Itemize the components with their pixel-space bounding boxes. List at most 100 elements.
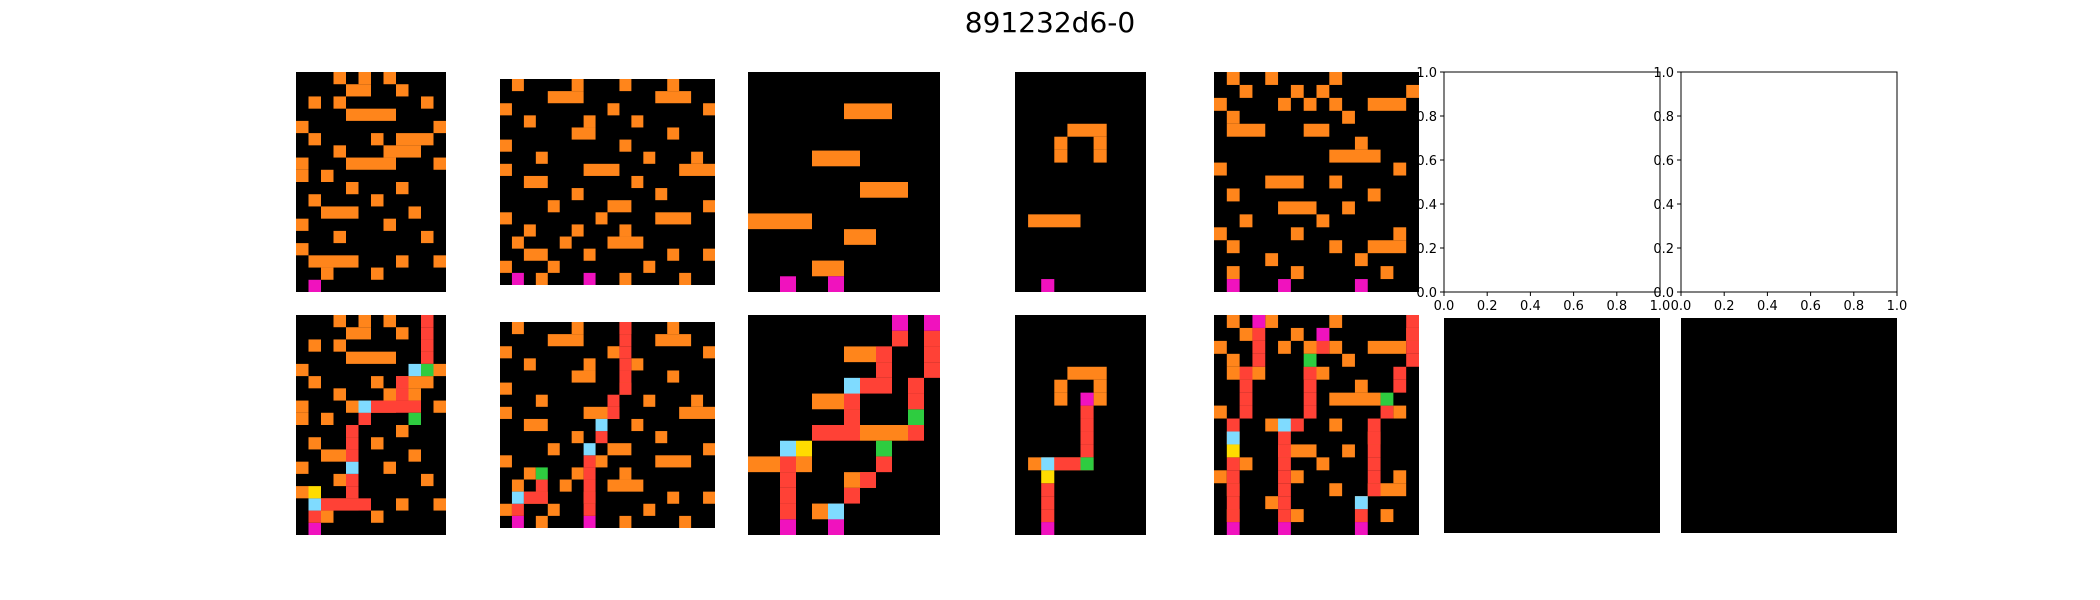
- red-cell: [1080, 444, 1094, 458]
- orange-cell: [1214, 470, 1227, 484]
- input-grid-3: [748, 72, 940, 292]
- orange-cell: [308, 255, 359, 268]
- orange-cell: [547, 91, 584, 104]
- yellow-cell: [1226, 444, 1240, 458]
- orange-cell: [1316, 214, 1330, 228]
- red-cell: [908, 377, 924, 394]
- magenta-cell: [1354, 522, 1368, 535]
- yellow-cell: [796, 440, 812, 457]
- orange-cell: [1342, 201, 1355, 215]
- orange-cell: [1226, 353, 1240, 367]
- orange-cell: [655, 91, 692, 104]
- orange-cell: [643, 260, 656, 273]
- orange-cell: [1329, 392, 1381, 406]
- orange-cell: [1067, 123, 1107, 137]
- orange-cell: [421, 96, 434, 109]
- red-cell: [346, 486, 359, 499]
- magenta-cell: [1226, 279, 1240, 292]
- orange-cell: [583, 115, 596, 128]
- y-tick-label: 0.4: [1416, 198, 1437, 213]
- orange-cell: [1265, 175, 1304, 189]
- red-cell: [1406, 340, 1419, 354]
- orange-cell: [547, 334, 584, 347]
- red-cell: [1393, 366, 1407, 380]
- red-cell: [1393, 379, 1407, 393]
- orange-cell: [346, 351, 396, 364]
- red-cell: [1367, 418, 1381, 432]
- green-cell: [876, 440, 892, 457]
- orange-cell: [1354, 136, 1368, 150]
- orange-cell: [433, 120, 446, 134]
- orange-cell: [703, 346, 715, 359]
- orange-cell: [511, 322, 524, 335]
- orange-cell: [655, 188, 668, 201]
- orange-cell: [607, 200, 632, 213]
- orange-cell: [296, 461, 309, 474]
- orange-cell: [1329, 97, 1343, 111]
- orange-cell: [523, 418, 548, 432]
- magenta-cell: [1226, 522, 1240, 535]
- orange-cell: [1290, 266, 1304, 280]
- orange-cell: [383, 218, 396, 231]
- orange-cell: [383, 72, 396, 85]
- orange-cell: [1329, 149, 1381, 163]
- red-cell: [1406, 315, 1419, 328]
- orange-cell: [1214, 227, 1227, 241]
- x-tick-label: 0.8: [1606, 299, 1627, 314]
- orange-cell: [1290, 470, 1304, 484]
- green-cell: [535, 467, 548, 480]
- red-cell: [1367, 444, 1381, 458]
- orange-cell: [500, 346, 512, 359]
- orange-cell: [547, 443, 560, 456]
- output-grid-3: [748, 315, 940, 535]
- axes-frame: [1443, 71, 1661, 293]
- orange-cell: [595, 212, 608, 225]
- orange-cell: [1290, 327, 1304, 341]
- orange-cell: [396, 425, 409, 438]
- red-cell: [924, 330, 940, 347]
- red-cell: [607, 406, 620, 419]
- grid-background: [1681, 318, 1897, 533]
- orange-cell: [703, 103, 715, 116]
- orange-cell: [308, 96, 321, 109]
- red-cell: [1278, 509, 1291, 523]
- orange-cell: [607, 443, 632, 456]
- red-cell: [421, 351, 434, 364]
- magenta-cell: [924, 315, 940, 331]
- grid-background: [1015, 72, 1146, 292]
- orange-cell: [1367, 188, 1381, 202]
- red-cell: [1290, 418, 1304, 432]
- axes-frame: [1680, 71, 1898, 293]
- red-cell: [1278, 444, 1291, 458]
- orange-cell: [500, 163, 512, 176]
- orange-cell: [703, 443, 715, 456]
- magenta-cell: [1080, 392, 1094, 406]
- cyan-cell: [511, 491, 524, 504]
- orange-cell: [703, 200, 715, 213]
- red-cell: [1041, 509, 1055, 523]
- orange-cell: [655, 431, 668, 444]
- orange-cell: [1329, 72, 1343, 85]
- orange-cell: [500, 260, 512, 273]
- orange-cell: [1354, 253, 1368, 267]
- orange-cell: [631, 175, 644, 189]
- orange-cell: [1214, 162, 1227, 176]
- red-cell: [1367, 470, 1381, 484]
- output-blank-grid-2: [1681, 318, 1897, 533]
- input-grid-2: [500, 79, 715, 285]
- orange-cell: [523, 248, 548, 261]
- y-tick-label: 0.8: [1416, 110, 1437, 125]
- orange-cell: [296, 157, 309, 170]
- red-cell: [812, 425, 860, 441]
- orange-cell: [1393, 162, 1407, 176]
- magenta-cell: [780, 519, 796, 535]
- red-cell: [583, 467, 596, 480]
- orange-cell: [396, 498, 409, 511]
- orange-cell: [655, 455, 692, 468]
- orange-cell: [844, 103, 892, 120]
- orange-cell: [433, 157, 446, 170]
- red-cell: [619, 334, 632, 347]
- orange-cell: [433, 498, 446, 511]
- x-tick-label: 0.0: [1434, 299, 1455, 314]
